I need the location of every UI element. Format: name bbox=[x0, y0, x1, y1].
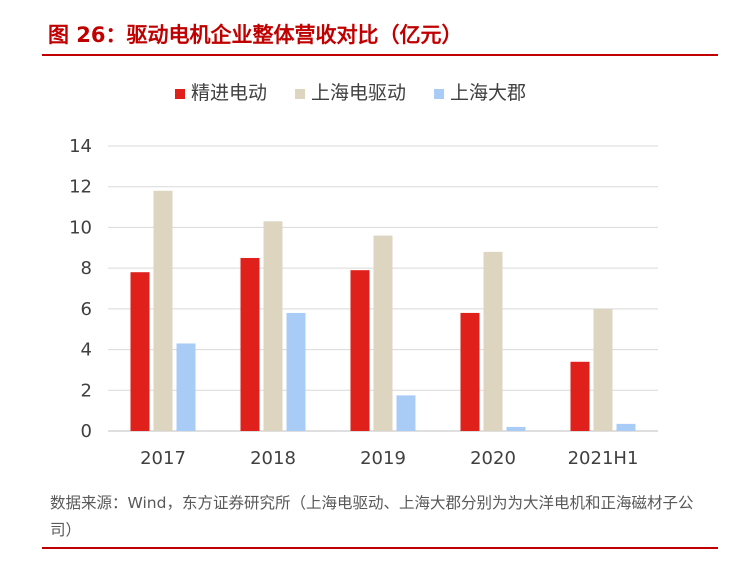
x-tick-label-2020: 2020 bbox=[470, 448, 516, 469]
x-tick-label-2021H1: 2021H1 bbox=[568, 448, 639, 469]
bar-上海大郡-2020 bbox=[506, 426, 526, 431]
y-tick-label-6: 6 bbox=[81, 299, 92, 320]
bar-上海电驱动-2017 bbox=[153, 190, 173, 431]
bar-上海电驱动-2021H1 bbox=[593, 308, 613, 431]
bar-精进电动-2020 bbox=[460, 312, 480, 431]
bar-精进电动-2021H1 bbox=[570, 361, 590, 431]
bar-上海大郡-2017 bbox=[176, 343, 196, 431]
bar-精进电动-2017 bbox=[130, 272, 150, 431]
y-tick-label-10: 10 bbox=[69, 217, 92, 238]
bar-上海大郡-2018 bbox=[286, 312, 306, 431]
legend-swatch-上海大郡 bbox=[434, 89, 445, 99]
y-tick-label-0: 0 bbox=[81, 421, 92, 442]
x-tick-label-2017: 2017 bbox=[140, 448, 186, 469]
legend-label-精进电动: 精进电动 bbox=[191, 82, 267, 104]
title-divider bbox=[42, 54, 718, 56]
x-tick-label-2019: 2019 bbox=[360, 448, 406, 469]
legend-swatch-上海电驱动 bbox=[295, 89, 306, 99]
y-tick-label-2: 2 bbox=[81, 380, 92, 401]
bar-上海大郡-2021H1 bbox=[616, 423, 636, 431]
legend-label-上海电驱动: 上海电驱动 bbox=[311, 82, 406, 104]
bar-上海大郡-2019 bbox=[396, 395, 416, 431]
y-tick-label-12: 12 bbox=[69, 177, 92, 198]
y-tick-label-4: 4 bbox=[81, 340, 92, 361]
figure-title: 图 26：驱动电机企业整体营收对比（亿元） bbox=[48, 23, 463, 47]
y-tick-label-8: 8 bbox=[81, 258, 92, 279]
legend-swatch-精进电动 bbox=[175, 89, 185, 99]
bar-上海电驱动-2020 bbox=[483, 251, 503, 431]
bottom-divider bbox=[42, 547, 718, 549]
x-tick-label-2018: 2018 bbox=[250, 448, 296, 469]
bar-上海电驱动-2018 bbox=[263, 221, 283, 431]
legend-label-上海大郡: 上海大郡 bbox=[450, 82, 526, 104]
bar-精进电动-2018 bbox=[240, 257, 260, 431]
bar-上海电驱动-2019 bbox=[373, 235, 393, 431]
y-tick-label-14: 14 bbox=[69, 136, 92, 157]
source-note: 数据来源：Wind，东方证券研究所（上海电驱动、上海大郡分别为为大洋电机和正海磁… bbox=[50, 494, 694, 539]
bar-精进电动-2019 bbox=[350, 270, 370, 431]
